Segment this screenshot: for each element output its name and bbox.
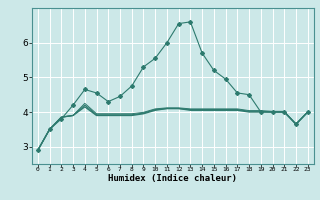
X-axis label: Humidex (Indice chaleur): Humidex (Indice chaleur) <box>108 174 237 183</box>
